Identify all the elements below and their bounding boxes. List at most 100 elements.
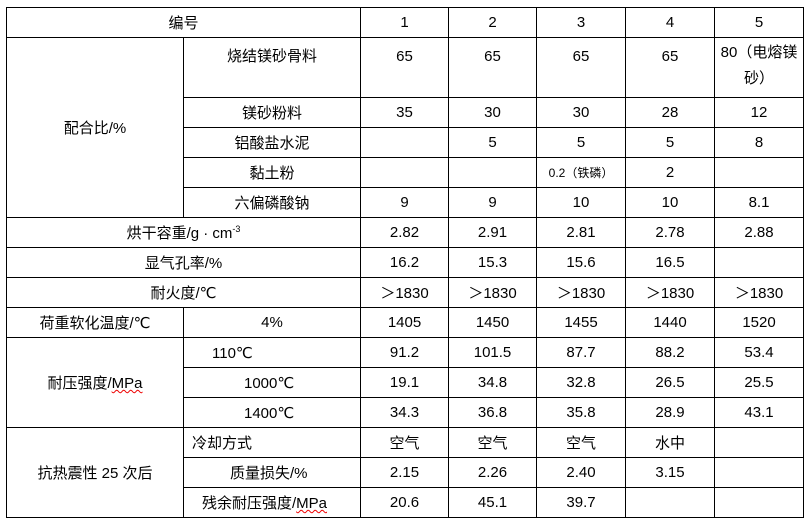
cell: 28 xyxy=(625,97,716,128)
table-row: 耐火度/℃ ＞1830 ＞1830 ＞1830 ＞1830 ＞1830 xyxy=(5,277,805,308)
cell: 8 xyxy=(714,127,805,158)
cell: 32.8 xyxy=(536,367,627,398)
density-label: 烘干容重/g · cm xyxy=(126,225,233,242)
cell: 34.3 xyxy=(360,397,450,428)
table-row: 质量损失/% 2.15 2.26 2.40 3.15 xyxy=(7,457,805,488)
row-label: 1000℃ xyxy=(182,367,362,398)
cell: 0.2（铁磷） xyxy=(536,157,627,188)
row-label: 显气孔率/% xyxy=(5,247,362,278)
cell: 34.8 xyxy=(448,367,538,398)
table-row: 显气孔率/% 16.2 15.3 15.6 16.5 xyxy=(5,247,805,278)
cell: 空气 xyxy=(360,427,450,458)
cell: 8.1 xyxy=(714,187,805,218)
cell: 5 xyxy=(536,127,627,158)
cell: 65 xyxy=(448,37,538,98)
cell: 2.91 xyxy=(448,217,538,248)
row-label: 镁砂粉料 xyxy=(182,97,362,128)
cell: 53.4 xyxy=(714,337,805,368)
cell: ＞1830 xyxy=(536,277,627,308)
table-row: 六偏磷酸钠 9 9 10 10 8.1 xyxy=(7,187,805,218)
cell: 12 xyxy=(714,97,805,128)
cell: 35.8 xyxy=(536,397,627,428)
cell: 26.5 xyxy=(625,367,716,398)
cell: 2.81 xyxy=(536,217,627,248)
mix-group-label: 配合比/% xyxy=(6,37,184,218)
cell: 20.6 xyxy=(360,487,450,518)
cell xyxy=(360,157,450,188)
row-label: 烧结镁砂骨料 xyxy=(182,37,362,98)
cell: 80（电熔镁砂） xyxy=(714,37,805,98)
cell: 28.9 xyxy=(625,397,716,428)
cell: 87.7 xyxy=(536,337,627,368)
cell xyxy=(625,487,716,518)
cell: 15.3 xyxy=(448,247,538,278)
table-row: 铝酸盐水泥 5 5 5 8 xyxy=(7,127,805,158)
row-label: 烘干容重/g · cm-3 xyxy=(5,217,362,248)
cell xyxy=(714,427,805,458)
cell: 1440 xyxy=(625,307,716,338)
cell xyxy=(448,157,538,188)
cell: 2.78 xyxy=(625,217,716,248)
cell: 5 xyxy=(448,127,538,158)
cell xyxy=(714,157,805,188)
cell: 水中 xyxy=(625,427,716,458)
cell: 45.1 xyxy=(448,487,538,518)
table-row: 镁砂粉料 35 30 30 28 12 xyxy=(7,97,805,128)
cell: 19.1 xyxy=(360,367,450,398)
cell: 39.7 xyxy=(536,487,627,518)
cell: ＞1830 xyxy=(625,277,716,308)
cell: 65 xyxy=(625,37,716,98)
header-cell: 1 xyxy=(360,7,450,38)
cell: 101.5 xyxy=(448,337,538,368)
strength-unit: MPa xyxy=(111,375,143,392)
cell: 35 xyxy=(360,97,450,128)
cell: 1520 xyxy=(714,307,805,338)
cell: 10 xyxy=(625,187,716,218)
cell: 91.2 xyxy=(360,337,450,368)
table-row: 黏土粉 0.2（铁磷） 2 xyxy=(7,157,805,188)
header-cell: 4 xyxy=(625,7,716,38)
cell: 88.2 xyxy=(625,337,716,368)
cell: 36.8 xyxy=(448,397,538,428)
row-label: 黏土粉 xyxy=(182,157,362,188)
table-row: 残余耐压强度/MPa 20.6 45.1 39.7 xyxy=(7,487,805,518)
cell: 30 xyxy=(448,97,538,128)
cell: 1405 xyxy=(360,307,450,338)
table-row: 耐压强度/MPa 110℃ 91.2 101.5 87.7 88.2 53.4 xyxy=(6,337,805,428)
table-row: 配合比/% 烧结镁砂骨料 65 65 65 65 80（电熔镁砂） xyxy=(6,37,805,218)
cell: 5 xyxy=(625,127,716,158)
cell: 1450 xyxy=(448,307,538,338)
residual-strength-unit: MPa xyxy=(296,495,328,512)
thermal-shock-group-label: 抗热震性 25 次后 xyxy=(6,427,184,518)
cell xyxy=(714,457,805,488)
cell: 30 xyxy=(536,97,627,128)
cell: 9 xyxy=(448,187,538,218)
strength-group-label: 耐压强度/MPa xyxy=(6,337,184,428)
row-label: 冷却方式 xyxy=(182,427,362,458)
header-label: 编号 xyxy=(5,7,362,38)
table-row: 荷重软化温度/℃ 4% 1405 1450 1455 1440 1520 xyxy=(6,307,805,338)
cell: 2.40 xyxy=(536,457,627,488)
table-row: 抗热震性 25 次后 冷却方式 空气 空气 空气 水中 xyxy=(6,427,805,518)
cell: 10 xyxy=(536,187,627,218)
cell: ＞1830 xyxy=(448,277,538,308)
cell: 25.5 xyxy=(714,367,805,398)
cell: 1455 xyxy=(536,307,627,338)
cell: 3.15 xyxy=(625,457,716,488)
row-label: 残余耐压强度/MPa xyxy=(182,487,362,518)
residual-strength-prefix: 残余耐压强度/ xyxy=(202,495,297,512)
cell xyxy=(714,247,805,278)
header-cell: 3 xyxy=(536,7,627,38)
cell: 15.6 xyxy=(536,247,627,278)
table-row: 烘干容重/g · cm-3 2.82 2.91 2.81 2.78 2.88 xyxy=(5,217,805,248)
cell: 16.2 xyxy=(360,247,450,278)
cell: ＞1830 xyxy=(714,277,805,308)
cell: 2 xyxy=(625,157,716,188)
cell: 9 xyxy=(360,187,450,218)
cell: 65 xyxy=(536,37,627,98)
row-label: 110℃ xyxy=(182,337,362,368)
cell: 空气 xyxy=(536,427,627,458)
cell: 2.15 xyxy=(360,457,450,488)
cell xyxy=(360,127,450,158)
cell: 16.5 xyxy=(625,247,716,278)
